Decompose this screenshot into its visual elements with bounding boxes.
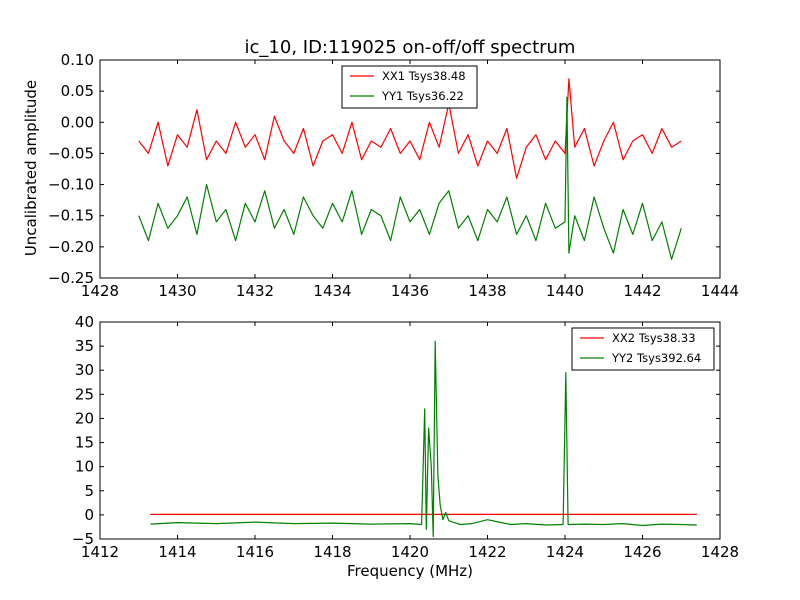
bottom-chart-y-tick-label: 0 [84,506,94,524]
bottom-chart-x-ticks: 1412 1414 1416 1418 1420 1422 1424 1426 1428 [81,322,739,561]
top-chart-series [138,78,682,260]
top-chart-y-tick-label: 0.10 [61,51,94,69]
top-chart-y-ticks: −0.25 −0.20 −0.15 −0.10 −0.05 0.00 0.05 0.10 [48,51,720,287]
top-chart-y-tick-label: 0.05 [61,82,94,100]
top-chart-y-axis-label: Uncalibrated amplitude [22,80,40,256]
bottom-chart-x-tick-label: 1420 [391,543,429,561]
bottom-chart-x-tick-label: 1426 [623,543,661,561]
bottom-chart-y-tick-label: 20 [75,409,94,427]
bottom-chart-x-tick-label: 1422 [468,543,506,561]
top-chart-legend-label-xx1: XX1 Tsys38.48 [382,69,466,83]
bottom-chart-x-tick-label: 1416 [236,543,274,561]
top-chart-y-tick-label: −0.20 [48,238,94,256]
bottom-chart-series-line-2 [150,340,697,538]
bottom-chart-y-tick-label: 30 [75,361,94,379]
bottom-chart-y-ticks: −5 0 5 10 15 20 25 30 35 40 [72,313,720,548]
bottom-chart-series [150,340,697,538]
top-chart-x-tick-label: 1438 [468,282,506,300]
bottom-chart: Frequency (MHz) 1412 1414 1416 1418 1420 1422… [72,313,739,580]
top-chart-x-tick-label: 1436 [391,282,429,300]
bottom-chart-y-tick-label: 25 [75,385,94,403]
bottom-chart-y-tick-label: 10 [75,458,94,476]
top-chart-y-tick-label: −0.05 [48,144,94,162]
top-chart-legend-label-yy1: YY1 Tsys36.22 [381,89,464,103]
bottom-chart-legend-label-yy2: YY2 Tsys392.64 [611,351,701,365]
bottom-chart-legend-label-xx2: XX2 Tsys38.33 [612,331,696,345]
bottom-chart-x-axis-label: Frequency (MHz) [347,562,473,580]
top-chart-x-tick-label: 1434 [313,282,351,300]
top-chart-x-ticks: 1428 1430 1432 1434 1436 1438 1440 1442 1444 [81,60,739,300]
top-chart-series-line-1 [138,78,682,179]
bottom-chart-y-tick-label: 15 [75,434,94,452]
bottom-chart-x-tick-label: 1428 [701,543,739,561]
top-chart-y-tick-label: 0.00 [61,113,94,131]
top-chart-legend-box [341,65,478,109]
top-chart-y-tick-label: −0.10 [48,176,94,194]
bottom-chart-legend: XX2 Tsys38.33 YY2 Tsys392.64 [571,327,715,371]
bottom-chart-y-tick-label: 5 [84,482,94,500]
bottom-chart-x-tick-label: 1412 [81,543,119,561]
top-chart-x-tick-label: 1430 [158,282,196,300]
bottom-chart-legend-box [571,327,715,371]
top-chart-legend: XX1 Tsys38.48 YY1 Tsys36.22 [341,65,478,109]
bottom-chart-y-tick-label: 35 [75,337,94,355]
top-chart-x-tick-label: 1432 [236,282,274,300]
top-chart-y-tick-label: −0.25 [48,269,94,287]
top-chart-x-tick-label: 1444 [701,282,739,300]
bottom-chart-x-tick-label: 1414 [158,543,196,561]
top-chart-y-tick-label: −0.15 [48,207,94,225]
bottom-chart-y-tick-label: −5 [72,530,94,548]
top-chart: ic_10, ID:119025 on-off/off spectrum Unc… [22,37,739,300]
top-chart-x-tick-label: 1442 [623,282,661,300]
top-chart-x-tick-label: 1440 [546,282,584,300]
top-chart-title: ic_10, ID:119025 on-off/off spectrum [245,37,576,58]
bottom-chart-x-tick-label: 1418 [313,543,351,561]
bottom-chart-x-tick-label: 1424 [546,543,584,561]
top-chart-x-tick-label: 1428 [81,282,119,300]
bottom-chart-y-tick-label: 40 [75,313,94,331]
top-chart-series-line-2 [138,96,682,260]
